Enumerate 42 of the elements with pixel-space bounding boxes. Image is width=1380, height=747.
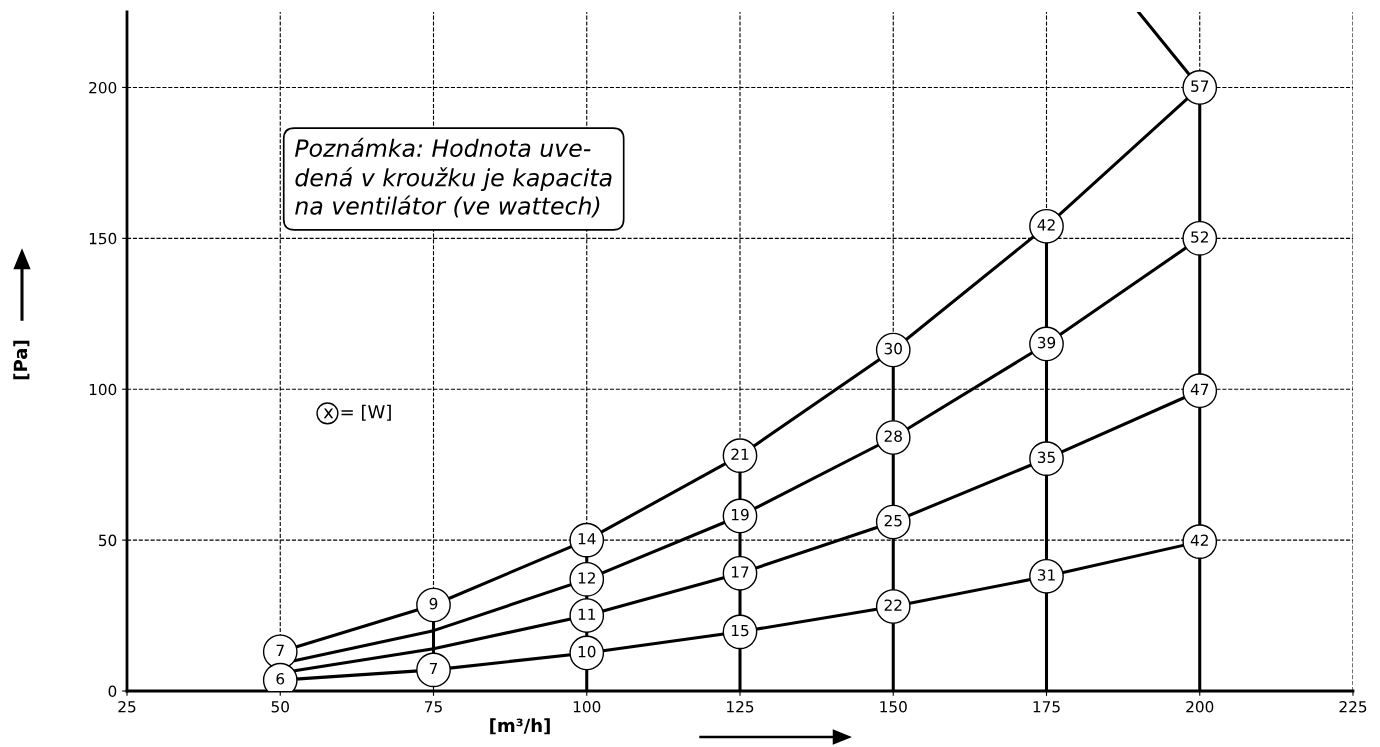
annotation: 28 (884, 430, 902, 442)
annotation: 7 (429, 662, 438, 675)
annotation: 11 (578, 608, 596, 620)
annotation: 57 (1191, 80, 1209, 92)
annotation: 22 (884, 599, 902, 611)
x-tick-label: 200 (1186, 700, 1214, 713)
annotation: 39 (1037, 336, 1056, 349)
annotation: 42 (1037, 219, 1055, 231)
annotation: 35 (1037, 451, 1055, 464)
y-tick-label: 50 (99, 534, 117, 547)
annotation: 10 (578, 645, 596, 658)
annotation: 21 (731, 448, 749, 460)
annotation: 25 (884, 514, 902, 527)
annotation: 31 (1037, 569, 1055, 581)
x-tick-label: 150 (880, 700, 907, 713)
x-tick-label: 25 (118, 700, 136, 713)
x-tick-label: 75 (425, 701, 442, 713)
y-tick-label: 200 (89, 81, 117, 94)
annotation: x = [W] (323, 404, 391, 421)
x-tick-label: 100 (573, 700, 601, 713)
y-axis-title: [Pa] (13, 340, 30, 380)
x-tick-label: 175 (1033, 701, 1060, 713)
annotation: 6 (276, 673, 285, 685)
annotation: 42 (1190, 534, 1208, 546)
annotation: 9 (429, 597, 438, 610)
annotation: 7 (276, 644, 284, 656)
x-axis-title: [m³/h] (490, 718, 550, 735)
x-tick-label: 125 (727, 700, 754, 713)
annotation: 19 (731, 508, 749, 521)
y-tick-label: 0 (108, 685, 117, 698)
x-tick-label: 225 (1339, 700, 1367, 713)
y-tick-label: 100 (89, 383, 117, 396)
annotation: Poznámka: Hodnota uve- dená v kroužku je kapacita na ventilátor (ve wattech) (294, 137, 612, 218)
annotation: 52 (1191, 231, 1208, 243)
annotation: 12 (578, 572, 595, 584)
annotation: 47 (1190, 383, 1209, 395)
annotation: 17 (731, 566, 749, 578)
annotation: 30 (884, 342, 902, 355)
annotation: 15 (731, 624, 749, 637)
annotation: 14 (578, 533, 596, 545)
x-tick-label: 50 (271, 700, 289, 713)
y-tick-label: 150 (89, 232, 117, 245)
